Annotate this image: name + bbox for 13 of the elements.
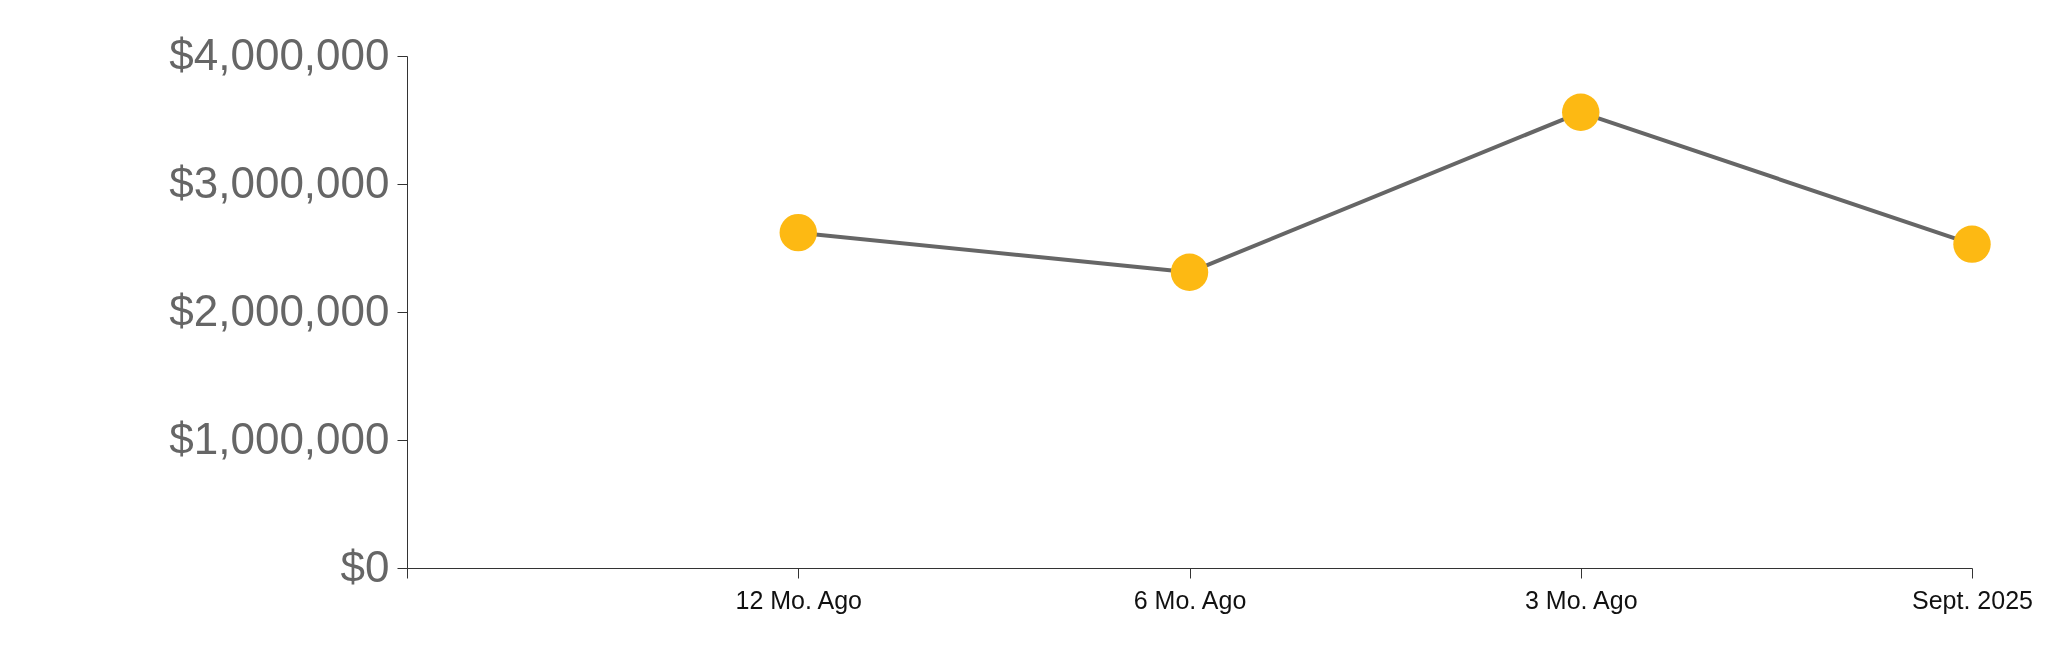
point xyxy=(1953,225,1991,263)
x-tick-label: Sept. 2025 xyxy=(1912,585,2033,614)
point xyxy=(779,213,817,252)
y-tick-label: $4,000,000 xyxy=(169,29,390,79)
x-tick-label: 12 Mo. Ago xyxy=(735,585,862,614)
x-tick-label: 6 Mo. Ago xyxy=(1133,585,1247,614)
point xyxy=(1562,93,1600,131)
y-tick-label: $3,000,000 xyxy=(169,157,390,207)
point xyxy=(1170,253,1209,291)
y-tick-label: $2,000,000 xyxy=(169,285,390,335)
x-tick-label: 3 Mo. Ago xyxy=(1524,585,1638,614)
y-tick-label: $0 xyxy=(340,541,390,591)
y-tick-label: $1,000,000 xyxy=(169,413,390,463)
